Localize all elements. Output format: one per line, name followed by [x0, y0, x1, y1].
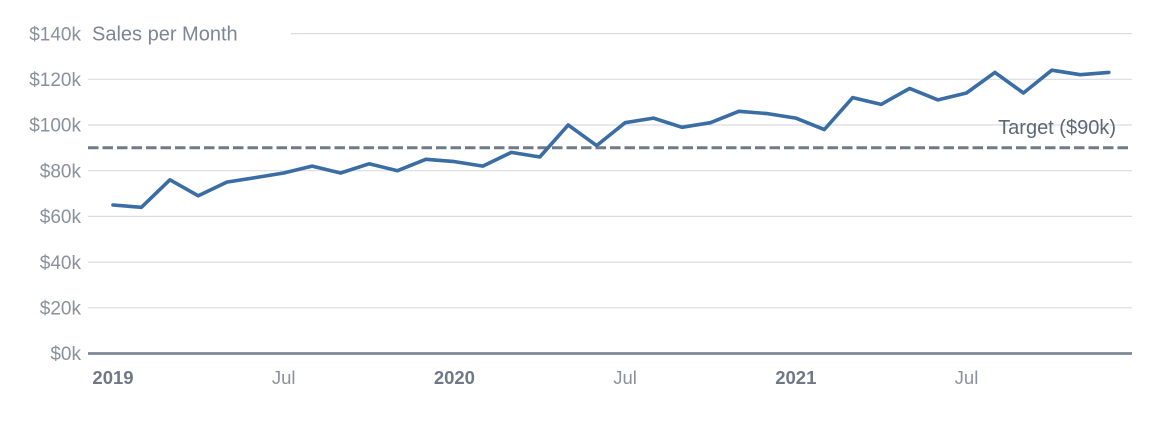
series-layer [111, 68, 1111, 210]
y-tick-label-80k: $80k [40, 161, 82, 182]
axis-labels: $0k $20k $40k $60k $80k $100k $120k $140k 2019 Ju… [29, 24, 978, 388]
y-tick-label-0k: $0k [50, 344, 81, 365]
x-tick-label-jul-6: Jul [272, 367, 296, 388]
chart-title: Sales per Month [92, 24, 238, 46]
x-tick-label-jul-30: Jul [955, 367, 979, 388]
x-tick-label-2019-0: 2019 [92, 367, 133, 388]
target-label: Target ($90k) [998, 117, 1116, 139]
y-tick-label-60k: $60k [40, 207, 82, 228]
x-tick-label-2020-12: 2020 [434, 367, 475, 388]
x-tick-label-jul-18: Jul [613, 367, 637, 388]
y-tick-label-140k: $140k [29, 24, 81, 45]
y-tick-label-20k: $20k [40, 298, 82, 319]
y-tick-label-120k: $120k [29, 70, 81, 91]
y-tick-label-40k: $40k [40, 253, 82, 274]
sales-line-series [111, 68, 1111, 210]
gridlines [88, 32, 1132, 309]
x-tick-label-2021-24: 2021 [775, 367, 816, 388]
y-tick-label-100k: $100k [29, 116, 81, 137]
